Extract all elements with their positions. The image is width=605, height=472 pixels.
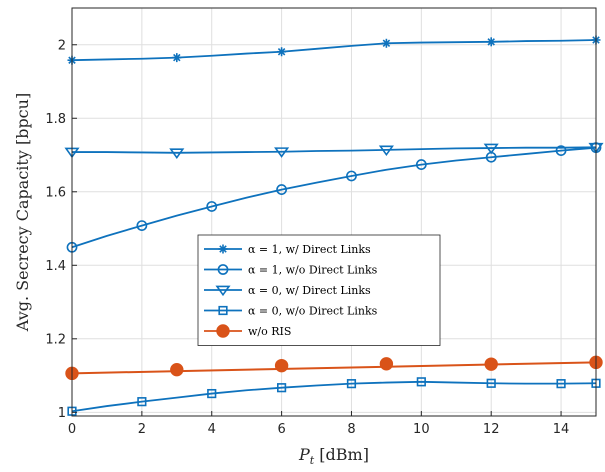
- x-tick-label: 14: [553, 422, 570, 437]
- x-tick-label: 4: [208, 422, 216, 437]
- series-1: [67, 35, 601, 65]
- legend-entry: α = 1, w/ Direct Links: [204, 243, 371, 256]
- square-marker: [276, 383, 287, 393]
- y-axis-label: Avg. Secrecy Capacity [bpcu]: [13, 93, 32, 332]
- x-tick-label: 2: [138, 422, 146, 437]
- triangle-marker: [483, 143, 499, 155]
- asterisk-stroke: [219, 245, 227, 253]
- series-line: [71, 146, 597, 249]
- square-marker: [346, 379, 357, 389]
- x-tick-label: 0: [68, 422, 76, 437]
- x-tick-label: 10: [413, 422, 430, 437]
- square-marker: [486, 378, 496, 388]
- triangle-marker: [169, 148, 185, 159]
- asterisk-stroke: [277, 47, 286, 56]
- circle-marker: [415, 159, 427, 170]
- y-tick-label: 1: [58, 406, 66, 421]
- ticks: 0 2 4 6 8 10 12 14 1 1.2 1.4 1.6 1.8 2: [45, 38, 569, 437]
- series-line: [71, 39, 597, 62]
- grid: [71, 8, 596, 416]
- legend-entry: w/o RIS: [204, 324, 291, 338]
- series-line: [71, 380, 597, 413]
- plot-frame: [71, 7, 597, 417]
- square-marker: [556, 379, 566, 389]
- square-marker: [207, 388, 217, 399]
- asterisk-marker: [486, 37, 496, 47]
- circle-marker: [136, 220, 148, 231]
- series-line: [71, 361, 597, 375]
- legend-label: α = 0, w/ Direct Links: [248, 284, 371, 297]
- y-tick-label: 1.8: [45, 112, 66, 127]
- x-tick-label: 12: [483, 422, 500, 437]
- legend-entry: α = 0, w/o Direct Links: [204, 305, 378, 318]
- y-tick-label: 1.6: [45, 185, 66, 200]
- circle-marker: [346, 170, 357, 182]
- square-marker: [218, 305, 228, 316]
- circle-marker: [276, 184, 287, 195]
- series-3: [64, 142, 604, 159]
- legend-label: α = 0, w/o Direct Links: [248, 305, 378, 318]
- filled-circle-marker: [216, 324, 230, 338]
- asterisk-marker: [277, 47, 287, 57]
- legend-entry: α = 0, w/ Direct Links: [204, 284, 371, 297]
- series-4: [67, 377, 601, 416]
- circle-marker: [206, 201, 218, 212]
- asterisk-stroke: [487, 38, 495, 46]
- filled-circle-marker: [484, 357, 498, 371]
- filled-circle-marker: [170, 362, 184, 377]
- asterisk-marker: [381, 38, 391, 48]
- x-axis-label-main: P: [298, 445, 310, 464]
- x-axis-label: Pt [dBm]: [298, 445, 369, 467]
- legend: α = 1, w/ Direct Links α = 1, w/o Direct …: [197, 234, 441, 346]
- series-5: [65, 355, 603, 381]
- series-layer: [64, 35, 604, 416]
- asterisk-stroke: [173, 53, 181, 62]
- square-marker: [416, 377, 426, 387]
- filled-circle-marker: [274, 358, 289, 373]
- asterisk-marker: [218, 244, 228, 254]
- legend-label: α = 1, w/ Direct Links: [248, 243, 371, 256]
- series-line: [72, 146, 597, 154]
- asterisk-marker: [172, 53, 182, 63]
- triangle-marker: [274, 147, 290, 158]
- x-axis-label-unit: [dBm]: [314, 445, 369, 464]
- legend-entry: α = 1, w/o Direct Links: [204, 264, 378, 277]
- legend-label: α = 1, w/o Direct Links: [248, 264, 378, 277]
- asterisk-stroke: [382, 39, 391, 48]
- x-tick-label: 6: [277, 422, 285, 437]
- legend-label: w/o RIS: [248, 325, 291, 338]
- triangle-marker: [215, 285, 231, 297]
- circle-marker: [217, 264, 229, 275]
- triangle-marker: [378, 145, 394, 157]
- x-axis-label-sub: t: [310, 454, 315, 467]
- x-tick-label: 8: [347, 422, 355, 437]
- circle-marker: [555, 145, 567, 157]
- y-tick-label: 1.4: [45, 259, 66, 274]
- filled-circle-marker: [379, 357, 394, 371]
- y-tick-label: 2: [58, 38, 66, 53]
- square-marker: [137, 397, 147, 407]
- y-tick-label: 1.2: [45, 332, 66, 347]
